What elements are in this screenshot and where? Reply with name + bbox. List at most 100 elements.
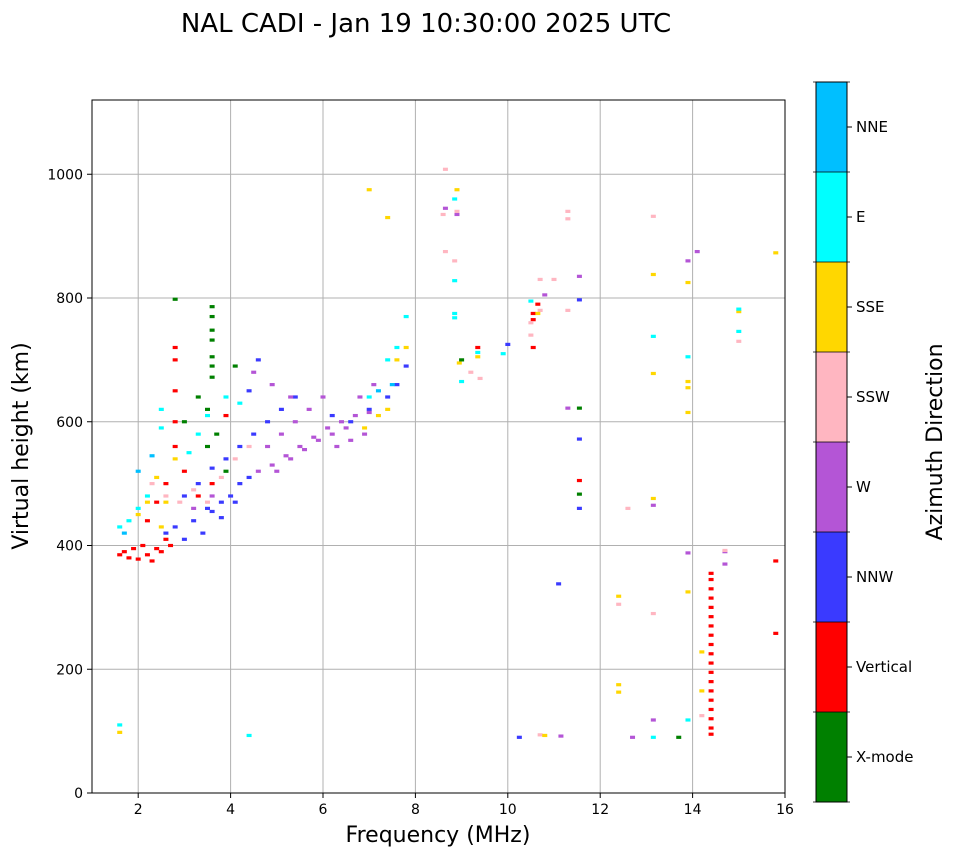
data-point-vertical xyxy=(530,311,536,316)
colorbar-segment xyxy=(816,712,847,802)
data-point-w xyxy=(269,463,275,467)
data-point-e xyxy=(385,358,391,362)
data-point-x-mode xyxy=(209,328,215,332)
data-point-nnw xyxy=(394,383,400,387)
data-point-vertical xyxy=(209,482,215,486)
data-point-e xyxy=(650,334,656,338)
colorbar-segment xyxy=(816,532,847,622)
data-point-ssw xyxy=(551,277,557,282)
data-point-w xyxy=(348,438,354,442)
data-point-w xyxy=(371,383,377,387)
data-point-vertical xyxy=(158,550,164,554)
colorbar-tick-label: E xyxy=(856,208,865,226)
data-point-sse xyxy=(616,690,622,694)
data-point-e xyxy=(452,311,458,316)
data-point-nnw xyxy=(228,494,234,498)
data-point-sse xyxy=(650,272,656,277)
data-point-vertical xyxy=(708,726,714,730)
data-point-vertical xyxy=(154,500,160,504)
data-point-e xyxy=(736,329,742,334)
data-point-e xyxy=(459,379,465,384)
data-point-nnw xyxy=(200,531,206,535)
data-point-w xyxy=(694,249,700,254)
data-point-nne xyxy=(389,383,395,387)
data-point-e xyxy=(195,432,201,436)
data-point-e xyxy=(685,355,691,359)
data-point-ssw xyxy=(537,733,543,737)
data-point-x-mode xyxy=(209,305,215,309)
x-tick-label: 16 xyxy=(776,802,794,818)
y-tick-label: 200 xyxy=(56,662,83,678)
data-point-nne xyxy=(135,469,141,473)
data-point-nnw xyxy=(209,509,215,514)
data-point-nnw xyxy=(576,437,582,441)
data-point-sse xyxy=(616,683,622,687)
data-point-e xyxy=(246,733,252,738)
data-point-ssw xyxy=(616,602,622,606)
data-point-w xyxy=(366,410,372,415)
data-point-ssw xyxy=(477,376,483,381)
data-point-sse xyxy=(375,413,381,418)
data-point-ssw xyxy=(205,500,210,504)
data-point-nnw xyxy=(163,531,169,535)
data-point-w xyxy=(685,551,691,555)
data-point-nnw xyxy=(232,500,238,504)
data-point-w xyxy=(630,735,636,739)
data-point-x-mode xyxy=(209,364,215,368)
data-point-nnw xyxy=(366,407,372,411)
data-point-vertical xyxy=(181,469,187,473)
data-point-vertical xyxy=(172,444,178,449)
data-point-w xyxy=(338,420,344,424)
data-point-vertical xyxy=(131,546,137,551)
data-point-sse xyxy=(685,379,691,384)
data-point-vertical xyxy=(708,571,714,575)
data-point-w xyxy=(343,426,349,430)
x-tick-label: 10 xyxy=(499,802,517,818)
data-point-nnw xyxy=(181,494,187,498)
data-point-ssw xyxy=(528,333,534,337)
data-point-x-mode xyxy=(214,432,220,436)
data-point-nnw xyxy=(505,342,511,347)
data-point-x-mode xyxy=(205,407,210,411)
data-point-vertical xyxy=(135,557,141,561)
data-point-vertical xyxy=(172,358,178,362)
data-point-x-mode xyxy=(209,355,215,359)
data-point-sse xyxy=(535,311,541,316)
data-point-x-mode xyxy=(232,364,238,368)
data-point-sse xyxy=(542,733,548,738)
data-point-nnw xyxy=(218,516,224,520)
data-point-ssw xyxy=(537,277,543,282)
data-point-nnw xyxy=(251,432,257,436)
colorbar-tick-label: Vertical xyxy=(856,658,912,676)
y-axis-label: Virtual height (km) xyxy=(9,342,34,549)
data-point-vertical xyxy=(708,661,714,665)
data-point-w xyxy=(454,212,460,217)
data-point-e xyxy=(135,506,141,510)
data-point-sse xyxy=(650,371,656,376)
colorbar-label: Azimuth Direction xyxy=(923,343,948,540)
data-point-e xyxy=(685,718,691,722)
data-point-nnw xyxy=(246,389,252,393)
colorbar-tick-label: SSE xyxy=(856,298,885,316)
data-point-w xyxy=(329,432,335,436)
data-point-vertical xyxy=(576,478,582,483)
data-point-nnw xyxy=(191,519,197,523)
data-point-nnw xyxy=(237,444,243,449)
data-point-w xyxy=(292,420,298,424)
data-point-w xyxy=(558,734,564,738)
data-point-e xyxy=(403,314,409,319)
data-point-sse xyxy=(385,407,391,411)
data-point-nnw xyxy=(292,395,298,399)
data-point-nnw xyxy=(348,420,354,424)
data-point-sse xyxy=(685,280,691,285)
data-point-vertical xyxy=(708,596,714,600)
data-point-e xyxy=(117,723,123,727)
data-point-vertical xyxy=(144,553,150,557)
colorbar-segment xyxy=(816,352,847,442)
data-point-x-mode xyxy=(676,735,682,739)
data-point-vertical xyxy=(708,577,714,582)
data-point-sse xyxy=(172,457,178,461)
data-point-w xyxy=(650,718,656,722)
data-point-e xyxy=(223,395,229,399)
data-point-vertical xyxy=(535,302,541,306)
